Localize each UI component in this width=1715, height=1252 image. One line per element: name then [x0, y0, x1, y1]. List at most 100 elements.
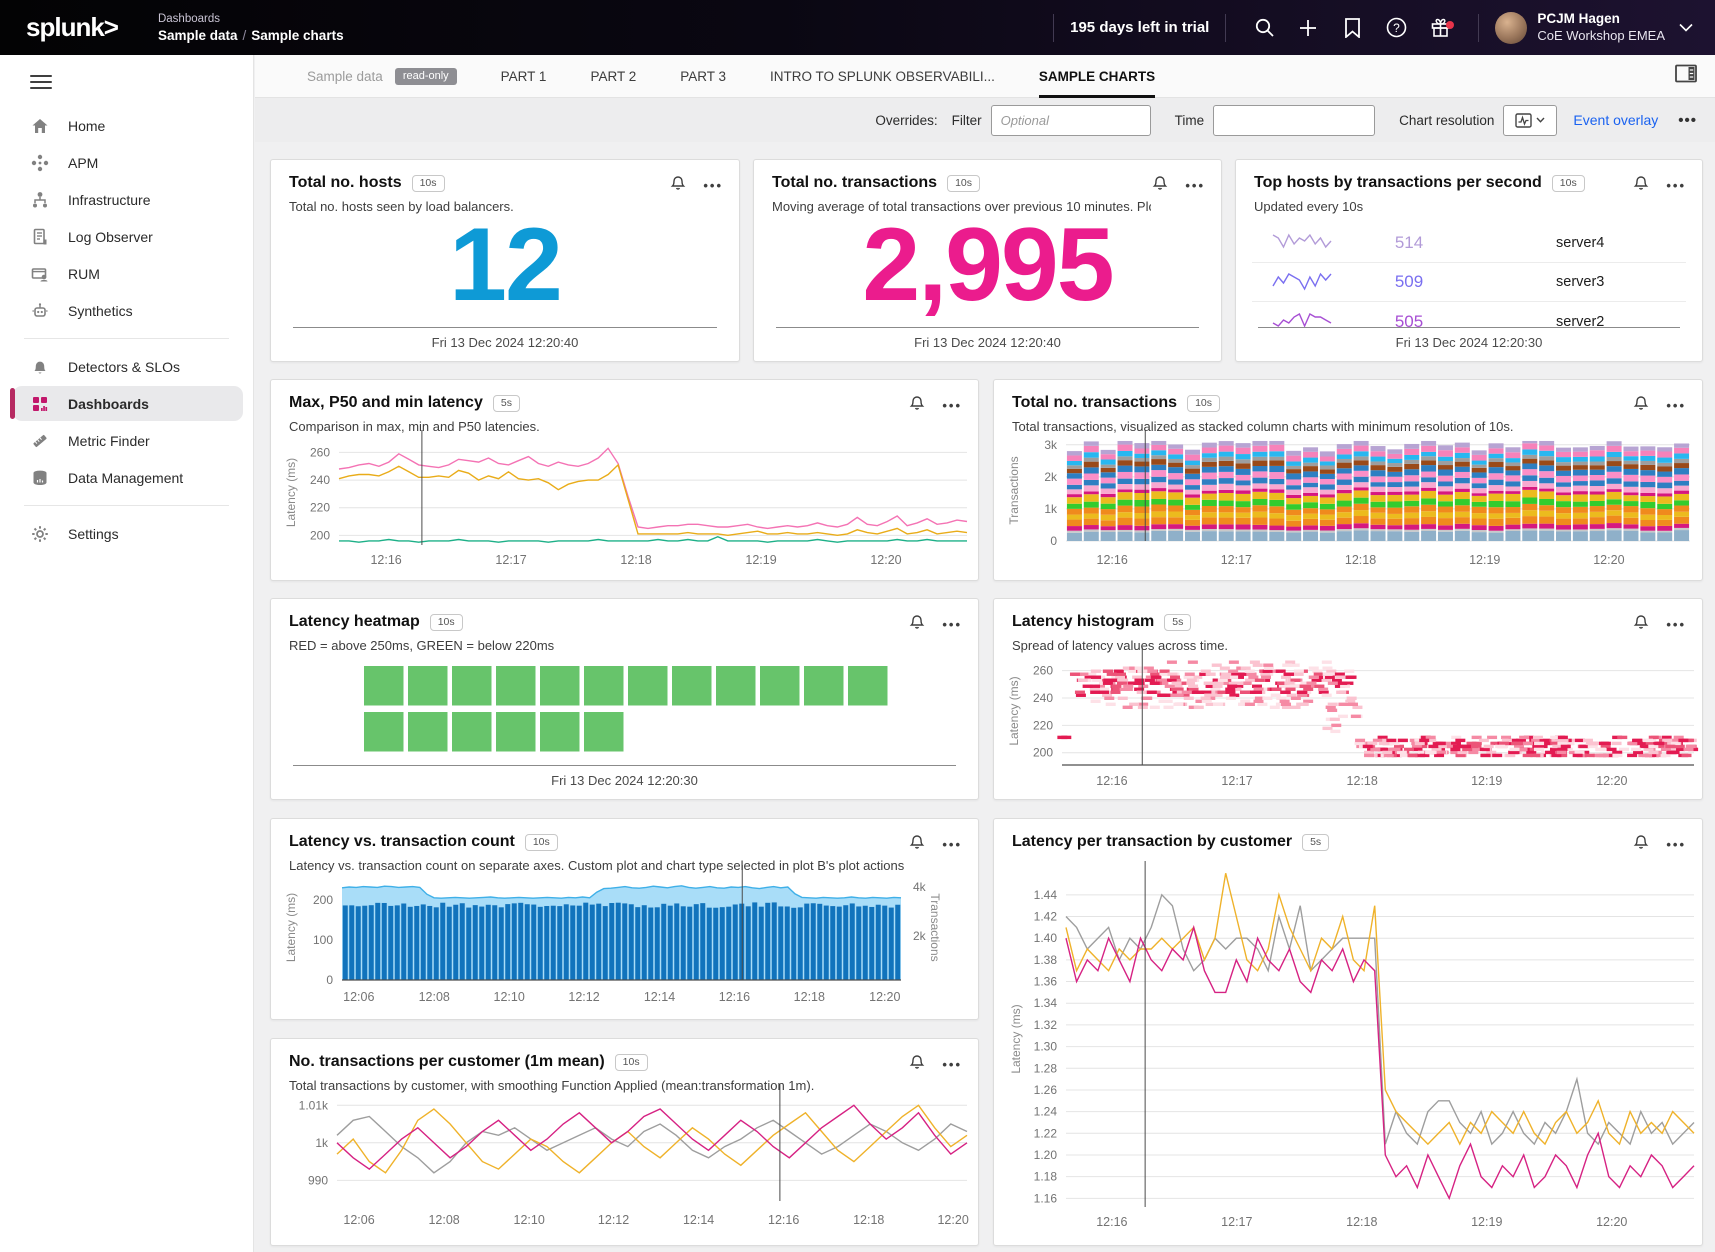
svg-text:12:18: 12:18	[620, 553, 651, 567]
list-item[interactable]: 509 server3	[1252, 263, 1686, 302]
card-more-icon[interactable]: •••	[1185, 179, 1205, 192]
svg-text:12:17: 12:17	[1221, 553, 1252, 567]
alert-bell-icon[interactable]	[909, 613, 925, 635]
card-more-icon[interactable]: •••	[942, 399, 962, 412]
card-more-icon[interactable]: •••	[1666, 179, 1686, 192]
svg-text:1.18: 1.18	[1034, 1170, 1058, 1184]
alert-bell-icon[interactable]	[1633, 613, 1649, 635]
tab-part-1[interactable]: PART 1	[501, 55, 547, 98]
alert-bell-icon[interactable]	[1633, 833, 1649, 855]
card-more-icon[interactable]: •••	[942, 618, 962, 631]
sidebar-item-rum[interactable]: RUM	[0, 255, 253, 292]
svg-text:12:10: 12:10	[514, 1213, 545, 1227]
svg-text:12:06: 12:06	[343, 1213, 374, 1227]
top-hosts-list: 514 server4 509 server3 505 server2	[1252, 224, 1686, 330]
svg-text:Transactions: Transactions	[1007, 456, 1021, 524]
host-value[interactable]: 509	[1334, 272, 1484, 292]
filter-input[interactable]	[991, 105, 1151, 136]
svg-text:1k: 1k	[315, 1136, 329, 1150]
svg-text:12:12: 12:12	[568, 990, 599, 1004]
menu-toggle-icon[interactable]	[30, 75, 52, 89]
event-overlay-link[interactable]: Event overlay	[1573, 112, 1658, 128]
svg-text:1.42: 1.42	[1034, 910, 1058, 924]
sidebar-item-dashboards[interactable]: Dashboards	[0, 385, 253, 422]
sidebar-item-metric-finder[interactable]: Metric Finder	[0, 422, 253, 459]
toolbar-more-icon[interactable]: •••	[1678, 112, 1697, 129]
card-subtitle: Spread of latency values across time.	[1012, 638, 1632, 653]
chevron-down-icon[interactable]	[1679, 19, 1693, 37]
sidebar-item-label: Metric Finder	[68, 433, 150, 449]
sidebar-item-settings[interactable]: Settings	[0, 515, 253, 552]
card-subtitle: Comparison in max, min and P50 latencies…	[289, 419, 908, 434]
card-more-icon[interactable]: •••	[1666, 618, 1686, 631]
sidebar-item-label: Infrastructure	[68, 192, 150, 208]
host-name: server3	[1556, 274, 1604, 290]
list-item[interactable]: 505 server2	[1252, 302, 1686, 330]
sidebar-item-data-management[interactable]: Data Management	[0, 459, 253, 496]
tab-part-3[interactable]: PART 3	[680, 55, 726, 98]
sidebar-item-apm[interactable]: APM	[0, 144, 253, 181]
add-icon[interactable]	[1286, 18, 1330, 38]
svg-text:200: 200	[1033, 746, 1053, 760]
latency-per-transaction-chart[interactable]: 1.161.181.201.221.241.261.281.301.321.34…	[994, 819, 1702, 1245]
help-icon[interactable]: ?	[1374, 17, 1418, 38]
sidebar-item-label: APM	[68, 155, 98, 171]
card-title: Max, P50 and min latency	[289, 394, 483, 412]
svg-text:12:16: 12:16	[1096, 774, 1127, 788]
card-subtitle: Latency vs. transaction count on separat…	[289, 858, 908, 873]
database-icon	[30, 468, 50, 488]
avatar[interactable]	[1495, 12, 1527, 44]
card-title: Total no. transactions	[1012, 394, 1177, 412]
tab-part-2[interactable]: PART 2	[590, 55, 636, 98]
svg-text:12:20: 12:20	[1596, 774, 1627, 788]
alert-bell-icon[interactable]	[670, 174, 686, 196]
alert-bell-icon[interactable]	[909, 394, 925, 416]
alert-bell-icon[interactable]	[1633, 174, 1649, 196]
splunk-logo[interactable]: splunk>	[26, 12, 118, 43]
card-more-icon[interactable]: •••	[1666, 838, 1686, 851]
card-more-icon[interactable]: •••	[942, 838, 962, 851]
card-timestamp: Fri 13 Dec 2024 12:20:40	[287, 335, 723, 350]
bookmark-icon[interactable]	[1330, 18, 1374, 38]
card-top-hosts: Top hosts by transactions per second 10s…	[1235, 159, 1703, 362]
tab-intro-observability[interactable]: INTRO TO SPLUNK OBSERVABILI...	[770, 55, 995, 98]
filter-label: Filter	[952, 113, 982, 128]
alert-bell-icon[interactable]	[909, 833, 925, 855]
alert-bell-icon[interactable]	[909, 1053, 925, 1075]
sidebar-item-home[interactable]: Home	[0, 107, 253, 144]
user-info[interactable]: PCJM Hagen CoE Workshop EMEA	[1537, 11, 1665, 44]
breadcrumb-section[interactable]: Dashboards	[158, 13, 344, 25]
svg-text:12:19: 12:19	[745, 553, 776, 567]
header-divider	[1225, 14, 1226, 42]
card-more-icon[interactable]: •••	[942, 1058, 962, 1071]
gift-icon[interactable]	[1418, 17, 1462, 38]
sidebar-item-synthetics[interactable]: Synthetics	[0, 292, 253, 329]
breadcrumb-item-sample-data[interactable]: Sample data	[158, 28, 238, 43]
host-value[interactable]: 514	[1334, 233, 1484, 253]
resolution-badge: 10s	[615, 1054, 648, 1071]
chart-resolution-select[interactable]	[1503, 105, 1557, 136]
svg-text:12:20: 12:20	[870, 553, 901, 567]
card-title: Top hosts by transactions per second	[1254, 174, 1542, 192]
card-latency-per-transaction: 1.161.181.201.221.241.261.281.301.321.34…	[993, 818, 1703, 1246]
card-title: Latency heatmap	[289, 613, 420, 631]
sidebar-item-detectors-slos[interactable]: Detectors & SLOs	[0, 348, 253, 385]
tab-sample-charts[interactable]: SAMPLE CHARTS	[1039, 55, 1155, 98]
svg-text:Transactions: Transactions	[928, 893, 942, 961]
card-more-icon[interactable]: •••	[703, 179, 723, 192]
sidebar-item-log-observer[interactable]: Log Observer	[0, 218, 253, 255]
list-item[interactable]: 514 server4	[1252, 224, 1686, 263]
svg-text:260: 260	[1033, 664, 1053, 678]
search-icon[interactable]	[1242, 17, 1286, 38]
svg-text:1.01k: 1.01k	[299, 1098, 329, 1112]
alert-bell-icon[interactable]	[1152, 174, 1168, 196]
panel-toggle-icon[interactable]	[1675, 64, 1697, 88]
card-more-icon[interactable]: •••	[1666, 399, 1686, 412]
card-subtitle: RED = above 250ms, GREEN = below 220ms	[289, 638, 908, 653]
card-transactions-per-customer: 9901k1.01k12:0612:0812:1012:1212:1412:16…	[270, 1038, 979, 1246]
time-input[interactable]	[1213, 105, 1375, 136]
alert-bell-icon[interactable]	[1633, 394, 1649, 416]
resolution-badge: 5s	[1164, 614, 1191, 631]
svg-text:1.16: 1.16	[1034, 1191, 1058, 1205]
sidebar-item-infrastructure[interactable]: Infrastructure	[0, 181, 253, 218]
